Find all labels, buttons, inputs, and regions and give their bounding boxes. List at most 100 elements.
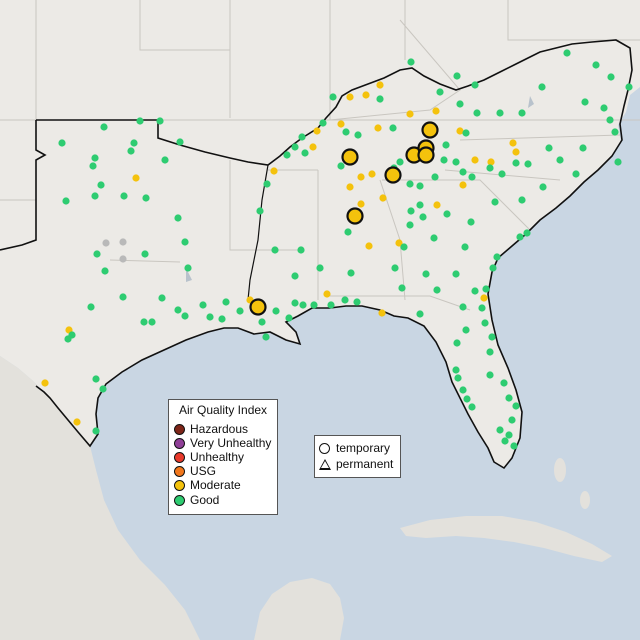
monitor-marker-good [181, 312, 189, 320]
aqi-legend-row-moderate: Moderate [174, 478, 241, 492]
monitor-marker-good [347, 269, 355, 277]
monitor-marker-good [461, 243, 469, 251]
monitor-marker-good [462, 129, 470, 137]
monitor-marker-good [486, 371, 494, 379]
monitor-marker-good [93, 250, 101, 258]
monitor-marker-good [174, 214, 182, 222]
monitor-marker-good [100, 123, 108, 131]
monitor-marker-good [87, 303, 95, 311]
monitor-marker-good [468, 173, 476, 181]
monitor-marker-good [498, 170, 506, 178]
monitor-marker-good [120, 192, 128, 200]
monitor-marker-good [298, 133, 306, 141]
monitor-marker-good [505, 431, 513, 439]
monitor-marker-moderate [459, 181, 467, 189]
monitor-marker-good [406, 180, 414, 188]
moderate-swatch [174, 479, 185, 491]
circle-icon [319, 442, 330, 454]
monitor-marker-good [206, 313, 214, 321]
monitor-markers-small [41, 49, 633, 450]
aqi-legend-title: Air Quality Index [179, 403, 268, 417]
aqi-legend-label: Moderate [190, 478, 241, 492]
monitor-marker-good [341, 296, 349, 304]
monitor-marker-good [218, 315, 226, 323]
monitor-marker-good [156, 117, 164, 125]
monitor-marker-good [391, 264, 399, 272]
monitor-marker-good [481, 319, 489, 327]
monitor-marker-moderate [395, 239, 403, 247]
monitor-marker-good [158, 294, 166, 302]
monitor-marker-good [283, 151, 291, 159]
monitor-marker-large-moderate [346, 207, 364, 225]
good-swatch [174, 494, 185, 506]
monitor-marker-no-data [119, 238, 127, 246]
monitor-marker-moderate [132, 174, 140, 182]
monitor-marker-good [545, 144, 553, 152]
monitor-marker-good [141, 250, 149, 258]
monitor-marker-moderate [346, 183, 354, 191]
monitor-marker-good [486, 348, 494, 356]
monitor-marker-good [91, 192, 99, 200]
monitor-marker-good [64, 335, 72, 343]
aqi-legend: Air Quality Index Hazardous Very Unhealt… [168, 399, 278, 515]
monitor-marker-good [607, 73, 615, 81]
monitor-marker-good [396, 158, 404, 166]
monitor-marker-good [452, 366, 460, 374]
monitor-marker-good [436, 88, 444, 96]
land-cuba [400, 516, 612, 562]
monitor-markers-large [249, 121, 439, 316]
monitor-marker-good [176, 138, 184, 146]
monitor-marker-moderate [487, 158, 495, 166]
monitor-marker-good [101, 267, 109, 275]
monitor-marker-large-moderate [341, 148, 359, 166]
monitor-marker-moderate [379, 194, 387, 202]
monitor-marker-good [431, 173, 439, 181]
aqi-legend-row-usg: USG [174, 464, 216, 478]
monitor-marker-good [600, 104, 608, 112]
monitor-marker-moderate [73, 418, 81, 426]
monitor-marker-good [136, 117, 144, 125]
monitor-marker-good [256, 207, 264, 215]
aqi-legend-label: Good [190, 493, 220, 507]
monitor-marker-good [581, 98, 589, 106]
aqi-legend-label: USG [190, 464, 217, 478]
monitor-marker-moderate [270, 167, 278, 175]
monitor-marker-good [181, 238, 189, 246]
monitor-marker-good [518, 196, 526, 204]
monitor-marker-moderate [406, 110, 414, 118]
monitor-marker-good [262, 333, 270, 341]
monitor-marker-good [579, 144, 587, 152]
monitor-marker-good [510, 442, 518, 450]
monitor-marker-good [291, 143, 299, 151]
monitor-marker-good [99, 385, 107, 393]
lake [528, 96, 534, 108]
monitor-marker-good [454, 374, 462, 382]
monitor-marker-good [516, 233, 524, 241]
land-yucatan [254, 578, 344, 640]
monitor-marker-moderate [509, 139, 517, 147]
monitor-marker-good [496, 426, 504, 434]
monitor-marker-moderate [365, 242, 373, 250]
monitor-marker-moderate [471, 156, 479, 164]
monitor-type-legend: temporary permanent [314, 435, 401, 478]
monitor-marker-good [407, 58, 415, 66]
monitor-marker-moderate [41, 379, 49, 387]
monitor-marker-moderate [357, 200, 365, 208]
monitor-marker-moderate [346, 93, 354, 101]
monitor-marker-good [329, 93, 337, 101]
monitor-marker-no-data [102, 239, 110, 247]
monitor-marker-good [140, 318, 148, 326]
monitor-marker-good [493, 253, 501, 261]
monitor-marker-good [337, 162, 345, 170]
monitor-marker-moderate [432, 107, 440, 115]
monitor-marker-good [419, 213, 427, 221]
monitor-marker-good [97, 181, 105, 189]
monitor-marker-good [398, 284, 406, 292]
monitor-marker-good [518, 109, 526, 117]
monitor-marker-good [524, 160, 532, 168]
monitor-marker-good [473, 109, 481, 117]
monitor-marker-good [491, 198, 499, 206]
permanent-label: permanent [336, 457, 394, 471]
monitor-marker-good [488, 333, 496, 341]
monitor-marker-good [508, 416, 516, 424]
